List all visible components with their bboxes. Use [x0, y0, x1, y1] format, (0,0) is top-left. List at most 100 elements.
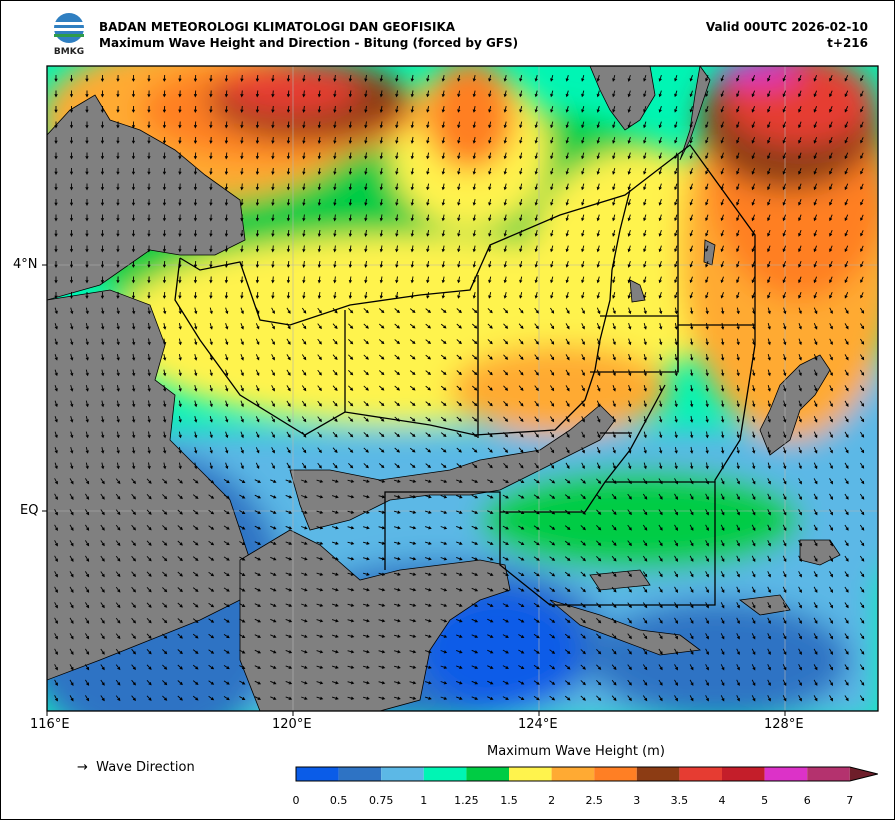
wave-arrow	[798, 183, 802, 191]
wave-arrow	[192, 633, 199, 639]
wave-arrow	[860, 121, 864, 129]
wave-arrow	[285, 479, 293, 483]
wave-arrow	[611, 493, 617, 500]
wave-arrow	[705, 292, 709, 299]
wave-arrow	[54, 152, 58, 160]
wave-arrow	[643, 121, 647, 129]
wave-arrow	[209, 183, 213, 191]
wave-arrow	[689, 540, 694, 547]
wave-arrow	[813, 679, 818, 686]
wave-arrow	[565, 307, 570, 314]
wave-arrow	[363, 339, 369, 345]
wave-arrow	[347, 619, 355, 623]
wave-arrow	[549, 618, 556, 623]
wave-arrow	[844, 230, 849, 237]
wave-arrow	[224, 198, 229, 206]
wave-arrow	[690, 384, 694, 392]
wave-arrow	[115, 664, 121, 671]
wave-arrow	[440, 541, 448, 545]
wave-arrow	[146, 586, 152, 593]
wave-arrow	[689, 571, 694, 578]
wave-arrow	[409, 447, 416, 453]
wave-arrow	[705, 664, 709, 671]
wave-arrow	[271, 152, 275, 160]
wave-arrow	[364, 121, 368, 129]
wave-arrow	[193, 183, 198, 191]
wave-arrow	[580, 695, 586, 701]
wave-arrow	[767, 617, 771, 625]
wave-arrow	[752, 462, 756, 470]
wave-arrow	[425, 401, 432, 406]
wave-arrow	[596, 136, 600, 144]
wave-arrow	[487, 634, 494, 638]
wave-arrow	[642, 617, 648, 624]
wave-arrow	[580, 633, 586, 639]
wave-arrow	[239, 525, 246, 530]
wave-arrow	[194, 446, 198, 454]
wave-arrow	[643, 136, 647, 144]
wave-arrow	[240, 400, 244, 408]
wave-arrow	[643, 260, 647, 268]
wave-arrow	[317, 447, 322, 454]
wave-arrow	[565, 431, 570, 438]
wave-arrow	[518, 587, 525, 592]
wave-arrow	[331, 634, 339, 638]
wave-arrow	[533, 525, 540, 530]
wave-arrow	[116, 105, 120, 113]
wave-arrow	[363, 432, 369, 438]
wave-arrow	[471, 463, 478, 469]
wave-arrow	[301, 541, 308, 545]
wave-arrow	[457, 276, 461, 284]
wave-arrow	[844, 385, 849, 392]
wave-arrow	[424, 696, 432, 700]
wave-arrow	[580, 587, 586, 593]
wave-arrow	[116, 183, 120, 191]
wave-arrow	[533, 587, 540, 592]
wave-arrow	[767, 338, 771, 346]
wave-arrow	[270, 494, 277, 499]
wave-arrow	[720, 261, 724, 268]
wave-arrow	[705, 90, 709, 98]
wave-arrow	[177, 525, 183, 531]
wave-arrow	[518, 416, 524, 423]
wave-arrow	[333, 121, 337, 129]
wave-arrow	[116, 90, 120, 98]
wave-arrow	[782, 695, 787, 702]
wave-arrow	[54, 555, 58, 563]
wave-arrow	[533, 556, 540, 561]
wave-arrow	[178, 167, 182, 175]
wave-arrow	[223, 525, 230, 530]
wave-arrow	[487, 587, 494, 592]
wave-arrow	[860, 245, 864, 253]
wave-arrow	[720, 602, 725, 609]
wave-arrow	[409, 634, 417, 638]
wave-arrow	[487, 479, 494, 483]
wave-arrow	[302, 105, 306, 113]
wave-arrow	[580, 494, 586, 500]
wave-arrow	[332, 338, 338, 345]
wave-arrow	[457, 214, 461, 222]
wave-arrow	[362, 510, 370, 514]
wave-arrow	[286, 431, 291, 438]
wave-arrow	[751, 261, 756, 268]
wave-arrow	[487, 416, 493, 422]
wave-arrow	[393, 619, 401, 623]
wave-arrow	[844, 462, 849, 469]
wave-arrow	[674, 695, 678, 702]
wave-arrow	[101, 385, 105, 392]
wave-arrow	[456, 308, 462, 314]
wave-arrow	[580, 525, 586, 531]
wave-arrow	[456, 556, 463, 561]
wave-arrow	[395, 121, 399, 129]
wave-arrow	[209, 74, 213, 82]
wave-arrow	[533, 633, 540, 639]
wave-arrow	[131, 524, 137, 531]
wave-arrow	[581, 214, 585, 222]
wave-arrow	[736, 586, 740, 594]
wave-arrow	[163, 354, 167, 361]
wave-arrow	[440, 354, 447, 360]
wave-arrow	[502, 541, 509, 545]
wave-arrow	[333, 183, 337, 191]
wave-arrow	[239, 680, 246, 685]
wave-arrow	[471, 603, 479, 607]
